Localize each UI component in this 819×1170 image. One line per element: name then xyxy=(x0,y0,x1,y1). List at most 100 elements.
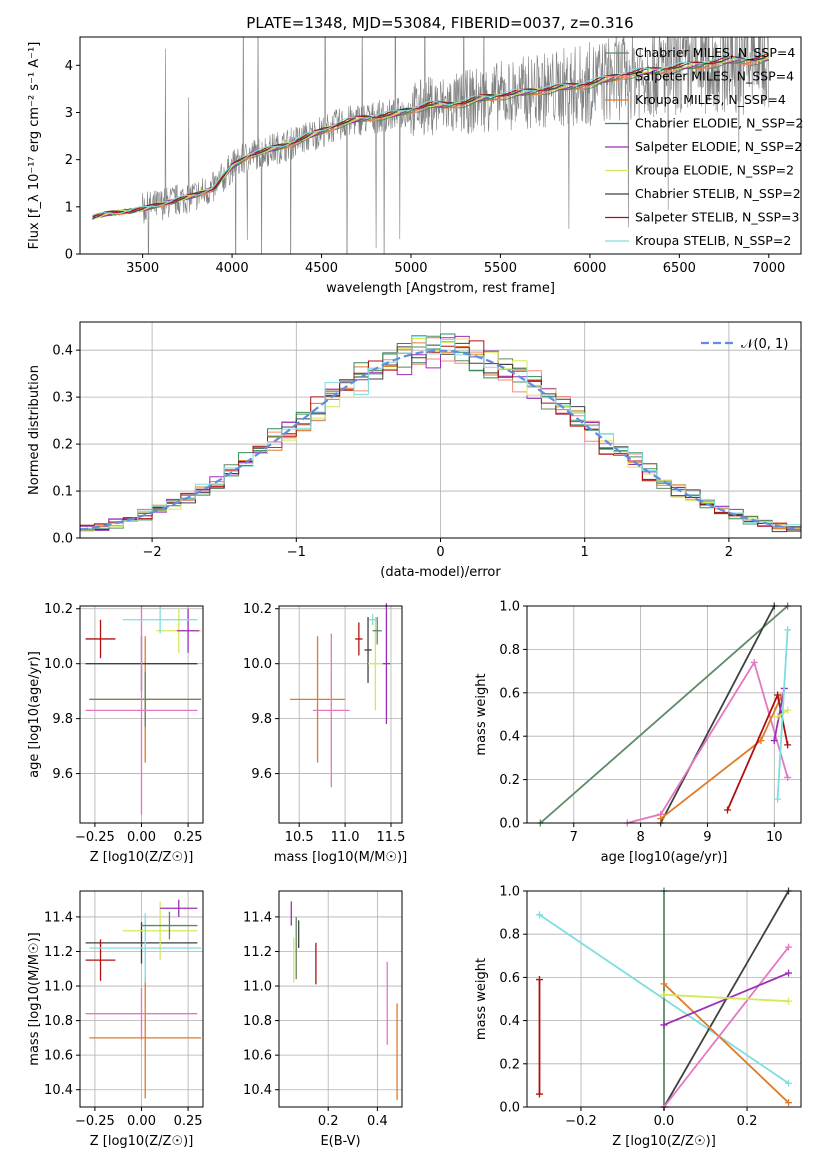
y-tick-label: 0.3 xyxy=(52,391,73,406)
errorbar-point xyxy=(85,606,198,815)
y-tick-label: 11.4 xyxy=(243,910,272,925)
y-tick-label: 10.4 xyxy=(243,1083,272,1098)
x-tick-label: 0.4 xyxy=(367,1114,388,1129)
x-tick-label: 4000 xyxy=(216,261,249,276)
axes-frame xyxy=(278,605,403,824)
legend-label: Kroupa ELODIE, N_SSP=2 xyxy=(635,163,794,178)
x-tick-label: −0.25 xyxy=(75,1114,115,1129)
weight-marker xyxy=(785,997,793,1005)
y-tick-label: 0.2 xyxy=(499,1057,520,1072)
residuals-panel: 𝒩(0, 1) −2 −1 0 1 2 0.0 0.1 0.2 0.3 0.4 (data-model… xyxy=(27,321,802,580)
weight-series xyxy=(660,991,793,1005)
x-axis-label: (data-model)/error xyxy=(380,565,501,580)
y-tick-label: 11.4 xyxy=(44,910,73,925)
y-tick-label: 10.8 xyxy=(243,1014,272,1029)
x-tick-label: 11.5 xyxy=(377,830,406,845)
x-tick-label: −0.25 xyxy=(75,830,115,845)
errorbar-point xyxy=(122,606,198,634)
weight-marker xyxy=(660,980,668,988)
weight-marker xyxy=(660,1021,668,1029)
errorbar-point xyxy=(364,616,372,683)
errorbar-point xyxy=(382,603,391,725)
weight-marker xyxy=(784,773,792,781)
x-tick-label: 6000 xyxy=(573,261,606,276)
weight-marker xyxy=(535,1090,543,1098)
errorbar-point xyxy=(85,939,116,981)
mass-vs-ebv-panel: 0.2 0.4 10.4 10.6 10.8 11.0 11.2 11.4 E(B-V) xyxy=(243,890,403,1149)
x-tick-label: 10.5 xyxy=(285,830,314,845)
weight-line xyxy=(776,629,789,800)
model-spectrum-line xyxy=(92,55,769,220)
errorbar-point xyxy=(290,636,346,763)
y-tick-label: 9.6 xyxy=(251,767,272,782)
y-tick-label: 10.0 xyxy=(44,657,73,672)
errorbar-point xyxy=(312,633,350,788)
x-tick-label: 8 xyxy=(636,830,644,845)
weight-line xyxy=(773,688,786,741)
axes-frame xyxy=(526,605,802,824)
weight-marker xyxy=(784,741,792,749)
y-axis-label: Normed distribution xyxy=(27,365,42,495)
x-axis-label: E(B-V) xyxy=(320,1134,360,1149)
y-tick-label: 0.8 xyxy=(499,928,520,943)
x-axis-label: Z [log10(Z/Z☉)] xyxy=(90,850,194,865)
weight-series xyxy=(774,626,792,803)
weight-marker xyxy=(770,737,778,745)
legend-label: Kroupa MILES, N_SSP=4 xyxy=(635,92,786,107)
y-tick-label: 10.2 xyxy=(243,602,272,617)
y-tick-label: 4 xyxy=(65,59,73,74)
y-tick-label: 1.0 xyxy=(499,885,520,900)
y-tick-label: 0.0 xyxy=(499,817,520,832)
x-tick-label: 2 xyxy=(725,545,733,560)
y-tick-label: 0.4 xyxy=(52,344,73,359)
legend-label: Salpeter ELODIE, N_SSP=2 xyxy=(635,139,802,154)
weight-marker xyxy=(660,991,668,999)
age-vs-metallicity-panel: −0.25 0.00 0.25 9.6 9.8 10.0 10.2 Z [log10(Z/Z☉… xyxy=(27,602,204,865)
plot-area xyxy=(92,37,770,254)
y-tick-label: 10.0 xyxy=(243,657,272,672)
errorbar-point xyxy=(176,608,200,653)
y-tick-label: 11.2 xyxy=(44,945,73,960)
x-tick-label: −2 xyxy=(143,545,162,560)
weight-line xyxy=(663,972,789,1026)
errorbar-point xyxy=(89,977,202,1099)
weight-marker xyxy=(774,795,782,803)
errorbar-point xyxy=(89,671,202,727)
weight-marker xyxy=(785,969,793,977)
legend-label: 𝒩(0, 1) xyxy=(741,337,788,352)
age-vs-mass-panel: 10.5 11.0 11.5 9.6 9.8 10.0 10.2 mass [log10(M/… xyxy=(243,602,407,865)
y-tick-label: 3 xyxy=(65,106,73,121)
x-tick-label: 6500 xyxy=(663,261,696,276)
weight-line xyxy=(539,605,789,824)
errorbar-point xyxy=(368,616,383,711)
y-tick-label: 10.6 xyxy=(44,1049,73,1064)
y-tick-label: 0 xyxy=(65,248,73,263)
y-tick-label: 0.6 xyxy=(499,971,520,986)
x-tick-label: 4500 xyxy=(305,261,338,276)
weight-line xyxy=(663,946,790,1108)
weight-vs-metallicity-panel: −0.2 0.0 0.2 0.0 0.2 0.4 0.6 0.8 1.0 Z [log10(Z/Z… xyxy=(474,885,802,1149)
x-tick-label: −0.2 xyxy=(565,1114,597,1129)
weight-line xyxy=(663,983,790,1104)
weight-series xyxy=(660,943,793,1111)
errorbar-point xyxy=(85,922,198,964)
x-tick-label: 0.00 xyxy=(127,830,156,845)
weight-series xyxy=(723,691,792,814)
y-axis-label: age [log10(age/yr)] xyxy=(27,651,42,778)
y-tick-label: 9.8 xyxy=(52,712,73,727)
errorbar-point xyxy=(89,913,202,983)
y-tick-label: 0.0 xyxy=(52,532,73,547)
y-tick-label: 0.2 xyxy=(499,773,520,788)
x-tick-label: 11.0 xyxy=(331,830,360,845)
y-tick-label: 1.0 xyxy=(499,600,520,615)
weight-marker xyxy=(535,911,543,919)
x-axis-label: mass [log10(M/M☉)] xyxy=(274,850,407,865)
weight-marker xyxy=(657,815,665,823)
weight-series xyxy=(660,887,668,1111)
y-tick-label: 10.8 xyxy=(44,1014,73,1029)
legend-label: Kroupa STELIB, N_SSP=2 xyxy=(635,233,791,248)
y-tick-label: 2 xyxy=(65,153,73,168)
y-tick-label: 10.6 xyxy=(243,1049,272,1064)
legend: Chabrier MILES, N_SSP=4 Salpeter MILES, N… xyxy=(605,45,804,248)
errorbar-point xyxy=(141,911,198,940)
